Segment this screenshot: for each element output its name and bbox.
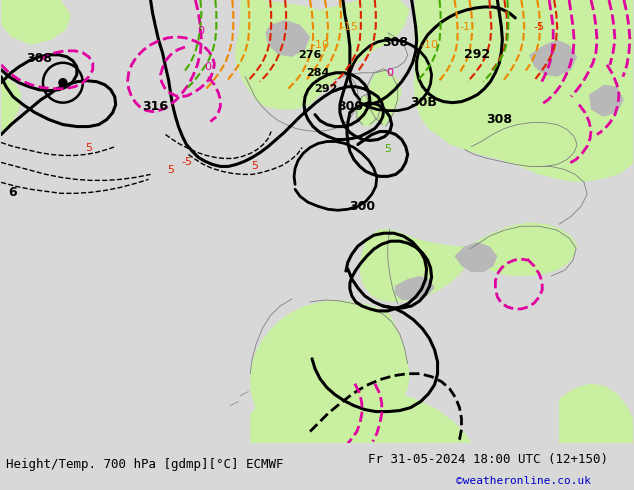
Text: 276: 276 bbox=[299, 50, 321, 60]
Text: 300: 300 bbox=[337, 100, 363, 113]
Text: Fr 31-05-2024 18:00 UTC (12+150): Fr 31-05-2024 18:00 UTC (12+150) bbox=[368, 453, 608, 466]
Text: 0: 0 bbox=[197, 26, 204, 36]
Text: 308: 308 bbox=[382, 36, 408, 49]
Polygon shape bbox=[1, 0, 71, 45]
Text: 0: 0 bbox=[204, 62, 211, 72]
Text: -1: -1 bbox=[459, 22, 470, 32]
Text: Height/Temp. 700 hPa [gdmp][°C] ECMWF: Height/Temp. 700 hPa [gdmp][°C] ECMWF bbox=[6, 458, 284, 471]
Polygon shape bbox=[529, 40, 577, 77]
Text: 5: 5 bbox=[384, 145, 391, 154]
Text: 308: 308 bbox=[486, 113, 512, 126]
Polygon shape bbox=[467, 222, 577, 276]
Circle shape bbox=[59, 79, 67, 87]
Text: 292: 292 bbox=[314, 84, 338, 94]
Text: 30B: 30B bbox=[410, 96, 437, 109]
Polygon shape bbox=[250, 300, 410, 443]
Text: -10: -10 bbox=[311, 40, 329, 50]
Text: 5: 5 bbox=[250, 161, 257, 172]
Text: -5: -5 bbox=[181, 157, 192, 168]
Polygon shape bbox=[265, 20, 310, 57]
Polygon shape bbox=[235, 0, 410, 110]
Text: -10: -10 bbox=[420, 40, 439, 50]
Text: 316: 316 bbox=[143, 100, 169, 113]
Polygon shape bbox=[250, 384, 472, 443]
Polygon shape bbox=[455, 242, 497, 272]
Text: -5: -5 bbox=[534, 22, 545, 32]
Polygon shape bbox=[589, 85, 624, 117]
Text: 308: 308 bbox=[26, 52, 52, 65]
Polygon shape bbox=[1, 0, 21, 135]
Text: ©weatheronline.co.uk: ©weatheronline.co.uk bbox=[456, 476, 592, 486]
Text: -15: -15 bbox=[341, 22, 359, 32]
Polygon shape bbox=[413, 0, 633, 182]
Polygon shape bbox=[559, 384, 633, 443]
Text: 284: 284 bbox=[306, 68, 330, 78]
Text: 0: 0 bbox=[386, 68, 393, 78]
Text: 5: 5 bbox=[86, 144, 93, 153]
Text: 300: 300 bbox=[349, 200, 375, 213]
Text: 292: 292 bbox=[464, 49, 491, 61]
Polygon shape bbox=[356, 95, 382, 126]
Polygon shape bbox=[395, 276, 434, 300]
Polygon shape bbox=[368, 70, 402, 126]
Text: 5: 5 bbox=[167, 166, 174, 175]
Text: 6: 6 bbox=[9, 186, 17, 199]
Polygon shape bbox=[360, 229, 469, 302]
